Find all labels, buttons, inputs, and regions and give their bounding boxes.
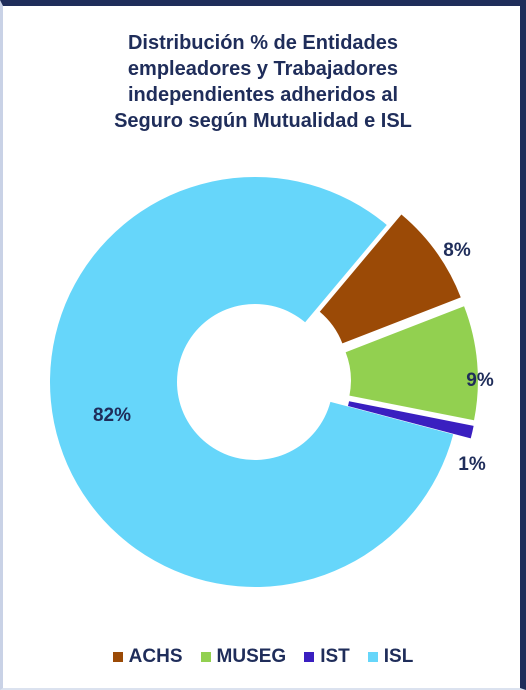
data-label-achs: 8% [443,240,471,261]
title-line: independientes adheridos al [127,84,399,106]
legend-item-achs: ACHS [112,646,183,668]
legend-swatch [367,652,378,662]
slice-museg [345,306,478,421]
legend-label: ISL [383,646,414,667]
slice-ist [347,401,474,439]
data-label-ist: 1% [458,454,486,475]
title-line: empleadores y Trabajadores [127,58,399,80]
legend-label: MUSEG [216,646,287,667]
chart-title: Distribución % de Entidades empleadores … [40,30,486,134]
title-line: Seguro según Mutualidad e ISL [114,110,412,132]
legend-swatch [304,652,315,662]
chart-legend: ACHS MUSEG IST ISL [0,646,526,668]
legend-swatch [112,652,123,662]
legend-item-ist: IST [304,646,350,668]
slice-isl [50,177,454,588]
legend-item-isl: ISL [367,646,414,668]
legend-label: ACHS [128,646,183,667]
data-label-isl: 82% [93,405,131,426]
legend-label: IST [320,646,350,667]
data-label-museg: 9% [466,370,494,391]
legend-swatch [200,652,211,662]
title-line: Distribución % de Entidades [127,32,399,54]
legend-item-museg: MUSEG [200,646,287,668]
slice-achs [319,214,461,344]
